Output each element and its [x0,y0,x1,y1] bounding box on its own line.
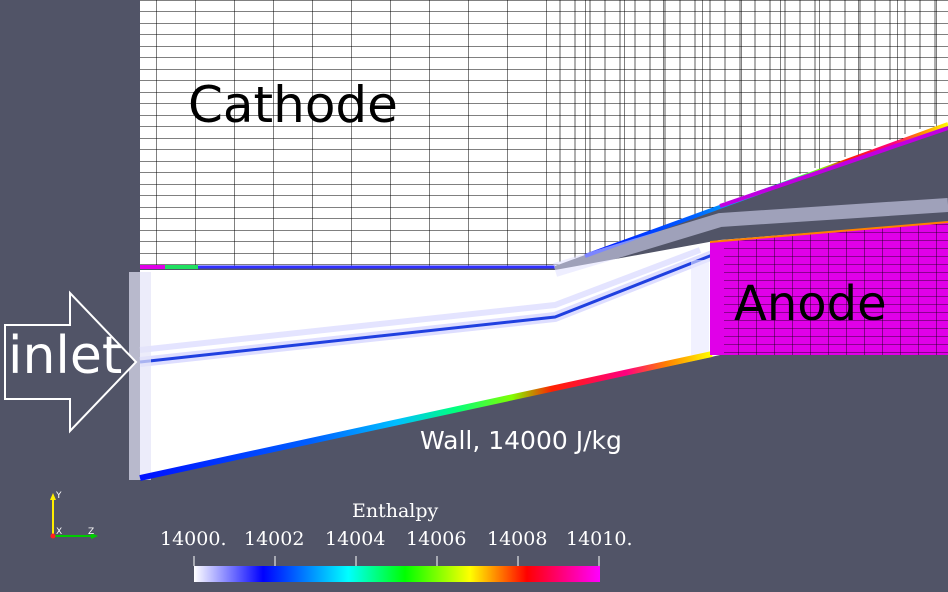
legend-tick-label: 14000. [160,528,227,550]
flow-region [140,222,948,480]
cathode-mesh [140,0,948,269]
legend-tick-label: 14004 [325,528,386,550]
legend-title: Enthalpy [352,500,439,522]
legend-tick-marks [193,556,600,566]
bottom-wall [139,351,713,481]
legend-tick-label: 14006 [406,528,467,550]
legend-tick-label: 14010. [566,528,633,550]
legend-tick-label: 14002 [244,528,305,550]
flow-streamlines [129,198,948,480]
cathode-label: Cathode [188,76,398,134]
inlet-label: inlet [8,326,123,386]
axis-z-label: Z [88,527,95,537]
legend-tick-label: 14008 [487,528,548,550]
wall-label: Wall, 14000 J/kg [420,426,622,455]
axis-y-label: Y [56,491,62,501]
axes-triad [50,493,98,539]
anode-mesh [709,221,948,355]
axis-x-label: X [56,527,63,537]
anode-label: Anode [734,276,887,332]
inlet-arrow [4,290,138,434]
legend-colorbar [194,566,600,582]
